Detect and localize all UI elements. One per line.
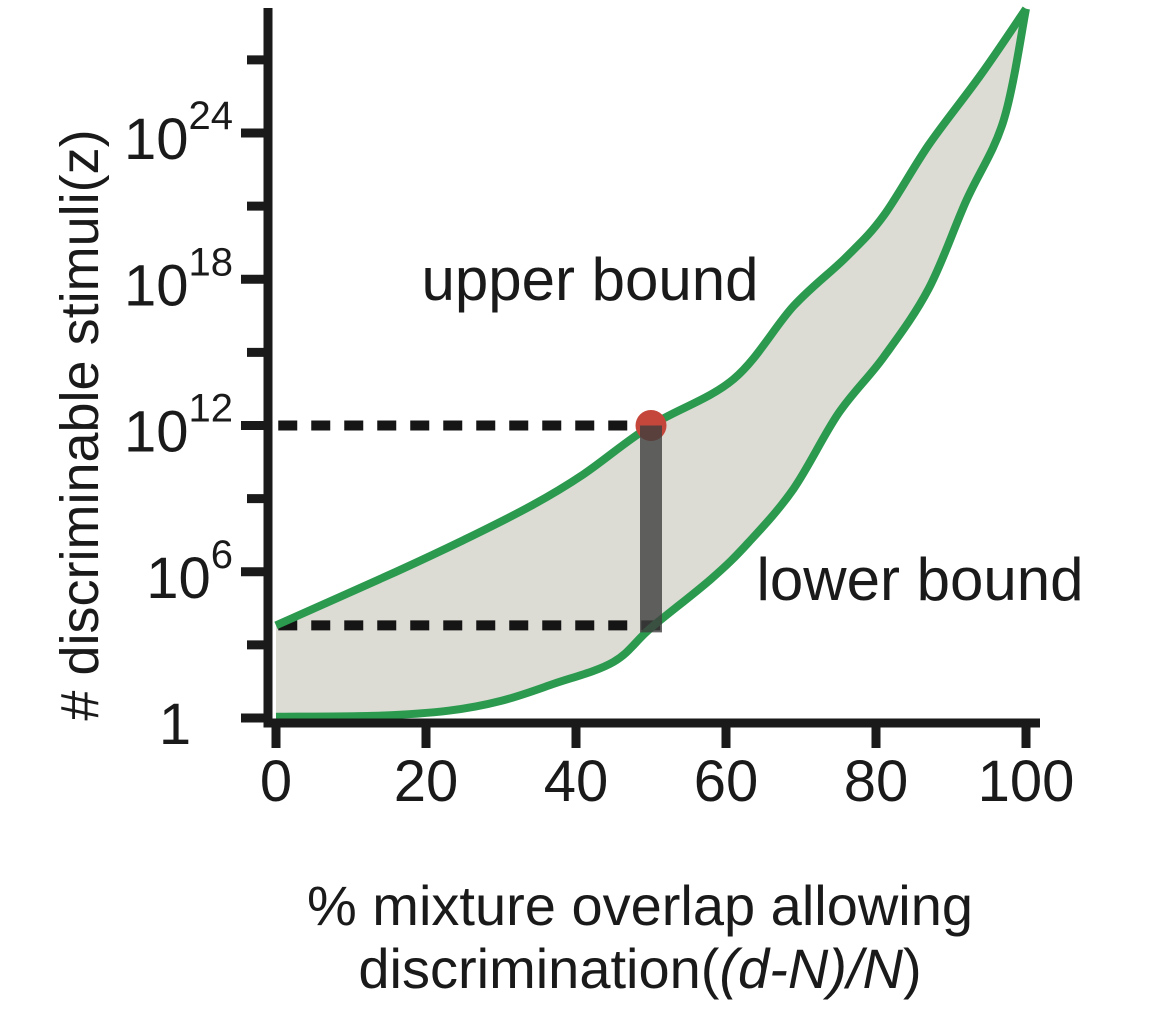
y-tick-label-10e18: 1018	[124, 240, 233, 318]
y-tick-label-10e12: 1012	[124, 387, 233, 465]
y-tick-label-1: 1	[159, 692, 191, 757]
y-tick-label-part: 12	[189, 387, 234, 431]
x-tick-label-80: 80	[844, 749, 909, 814]
y-tick-label-part: 10	[124, 400, 189, 465]
upper-bound-curve	[274, 6, 1030, 630]
y-tick-label-10e6: 106	[146, 533, 233, 611]
y-tick-label-part: 18	[189, 240, 234, 284]
x-axis-title-line1: % mixture overlap allowing	[307, 874, 973, 937]
marker-group	[640, 425, 662, 633]
lower-bound-curve	[275, 7, 1030, 721]
y-tick-label-part: 24	[189, 94, 234, 138]
x-axis-title-line2-post: )	[903, 937, 922, 1000]
x-axis-title-line2-pre: discrimination(	[358, 937, 719, 1000]
x-axis-title-line2: discrimination((d-N)/N)	[358, 937, 921, 1000]
y-axis-spine	[263, 8, 273, 728]
x-axis-title-line2-italic: (d-N)/N	[719, 937, 903, 1000]
x-tick-label-20: 20	[394, 749, 459, 814]
marker-range-bar	[640, 425, 662, 633]
dashed-guides	[278, 420, 664, 631]
y-axis-title: # discriminable stimuli(z)	[50, 129, 110, 720]
y-tick-label-part: 10	[124, 107, 189, 172]
axes-and-ticks	[241, 8, 1040, 748]
y-tick-label-part: 6	[211, 533, 233, 577]
x-tick-label-100: 100	[978, 749, 1075, 814]
y-tick-label-10e24: 1024	[124, 94, 233, 172]
x-axis-spine	[263, 718, 1040, 728]
x-tick-label-0: 0	[260, 749, 292, 814]
annotation-upper-bound: upper bound	[422, 246, 759, 313]
y-tick-label-part: 10	[124, 253, 189, 318]
annotation-lower-bound: lower bound	[757, 546, 1084, 613]
y-tick-label-part: 10	[146, 546, 211, 611]
x-tick-label-40: 40	[544, 749, 609, 814]
x-tick-label-60: 60	[694, 749, 759, 814]
